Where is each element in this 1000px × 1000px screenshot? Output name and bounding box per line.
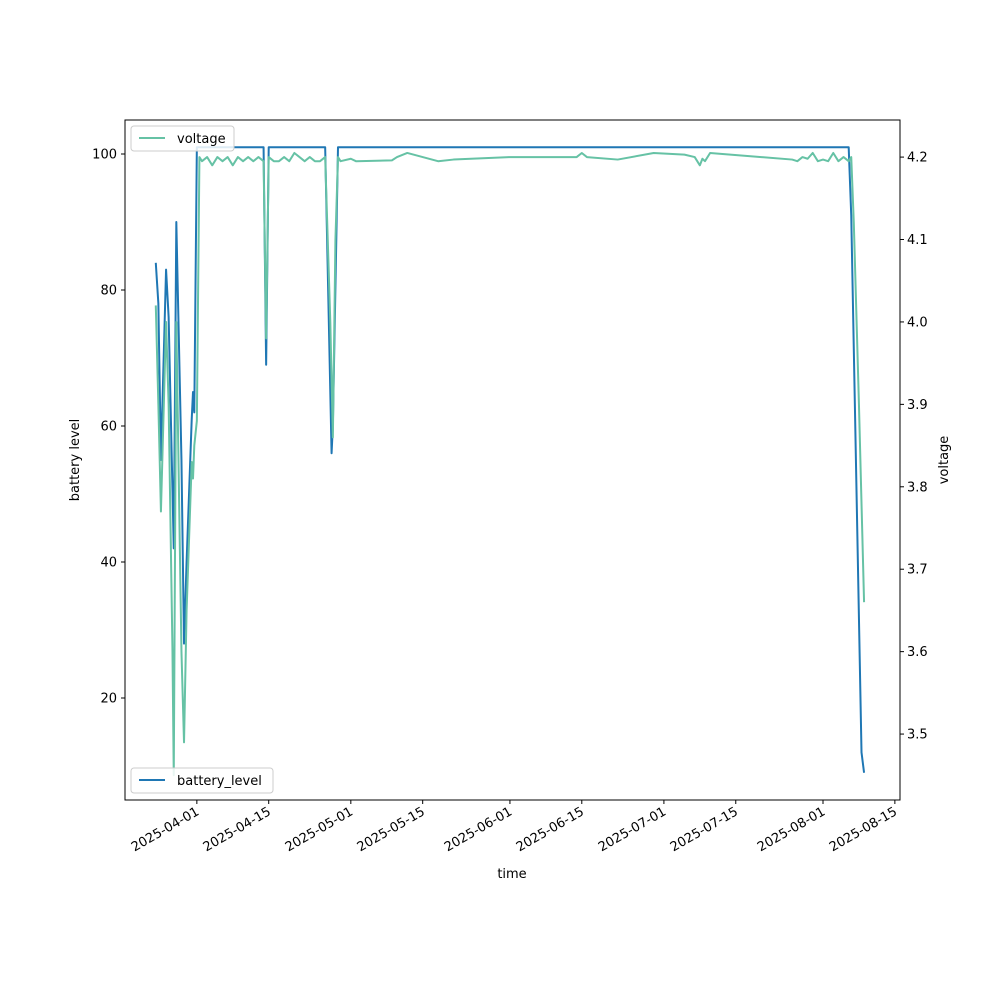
x-tick-label: 2025-05-15	[355, 804, 428, 855]
plot-area	[124, 119, 901, 801]
y-axis-left: 20 40 60 80 100	[92, 148, 125, 707]
x-tick-label: 2025-08-15	[827, 804, 900, 855]
y-axis-right: 3.5 3.6 3.7 3.8 3.9 4.0 4.1 4.2	[900, 151, 928, 743]
legend-battery-level-label: battery_level	[177, 774, 262, 789]
y-right-tick-label: 3.9	[907, 398, 928, 413]
y-right-tick-label: 4.1	[907, 233, 928, 248]
y-left-tick-label: 80	[100, 284, 117, 299]
legend-voltage-label: voltage	[177, 132, 226, 147]
y-left-tick-label: 100	[92, 148, 117, 163]
x-tick-label: 2025-05-01	[283, 804, 356, 855]
y-right-tick-label: 4.2	[907, 151, 928, 166]
y-left-tick-label: 20	[100, 692, 117, 707]
x-tick-label: 2025-08-01	[755, 804, 828, 855]
x-axis-label: time	[497, 867, 526, 882]
x-tick-label: 2025-04-01	[129, 804, 202, 855]
y-axis-left-label: battery level	[68, 419, 83, 502]
y-right-tick-label: 3.5	[907, 728, 928, 743]
series-layer	[154, 146, 866, 777]
legend-voltage: voltage	[130, 125, 235, 152]
y-left-tick-label: 40	[100, 556, 117, 571]
series-line-voltage	[154, 151, 866, 777]
legend-battery-level: battery_level	[130, 767, 274, 794]
y-right-tick-label: 3.8	[907, 480, 928, 495]
plot-frame	[124, 119, 901, 801]
x-tick-label: 2025-07-01	[596, 804, 669, 855]
x-tick-label: 2025-07-15	[668, 804, 741, 855]
series-line-battery-level	[154, 146, 866, 773]
y-right-tick-label: 3.6	[907, 645, 928, 660]
y-axis-right-label: voltage	[937, 436, 952, 485]
y-left-tick-label: 60	[100, 420, 117, 435]
x-tick-label: 2025-06-01	[442, 804, 515, 855]
legend-voltage-frame	[130, 125, 235, 152]
y-right-tick-label: 4.0	[907, 315, 928, 330]
y-right-tick-label: 3.7	[907, 563, 928, 578]
x-tick-label: 2025-06-15	[514, 804, 587, 855]
legend-battery-level-frame	[130, 767, 274, 794]
x-tick-label: 2025-04-15	[201, 804, 274, 855]
